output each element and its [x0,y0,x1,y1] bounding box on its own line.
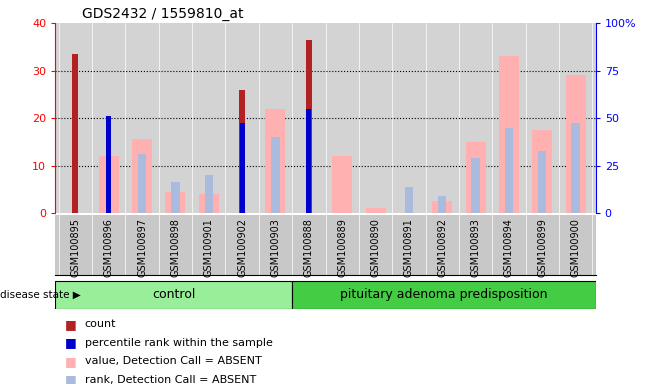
Bar [106,116,111,213]
Text: GSM100899: GSM100899 [537,218,547,277]
Bar [533,130,552,213]
Bar [465,142,486,213]
Text: GSM100897: GSM100897 [137,218,147,277]
Text: GSM100898: GSM100898 [171,218,180,277]
FancyBboxPatch shape [292,281,596,309]
Text: count: count [85,319,116,329]
Bar [199,194,219,213]
Text: GSM100903: GSM100903 [270,218,281,277]
Bar [499,56,519,213]
Bar [365,209,385,213]
Text: GSM100889: GSM100889 [337,218,347,277]
Bar [307,109,311,213]
Text: GSM100894: GSM100894 [504,218,514,277]
Bar [72,54,78,213]
Text: disease state ▶: disease state ▶ [0,290,81,300]
Bar [432,201,452,213]
Bar [138,154,146,213]
Text: GSM100892: GSM100892 [437,218,447,277]
Text: ■: ■ [65,336,77,349]
Text: GSM100893: GSM100893 [471,218,480,277]
Text: pituitary adenoma predisposition: pituitary adenoma predisposition [340,288,547,301]
Text: ■: ■ [65,318,77,331]
Text: GSM100891: GSM100891 [404,218,414,277]
Bar [538,151,546,213]
Text: GSM100901: GSM100901 [204,218,214,277]
Text: ■: ■ [65,355,77,368]
Bar [171,182,180,213]
Bar [239,89,245,213]
Bar [266,109,286,213]
Text: GDS2432 / 1559810_at: GDS2432 / 1559810_at [82,7,244,21]
Bar [405,187,413,213]
Bar [165,192,186,213]
Bar [566,75,586,213]
Text: ■: ■ [65,373,77,384]
Text: percentile rank within the sample: percentile rank within the sample [85,338,273,348]
Text: rank, Detection Call = ABSENT: rank, Detection Call = ABSENT [85,375,256,384]
Text: GSM100900: GSM100900 [571,218,581,277]
Bar [438,197,447,213]
Text: control: control [152,288,195,301]
Text: GSM100890: GSM100890 [370,218,381,277]
Bar [132,139,152,213]
Bar [471,159,480,213]
Text: GSM100888: GSM100888 [304,218,314,277]
Text: GSM100902: GSM100902 [237,218,247,277]
Bar [332,156,352,213]
Text: GSM100896: GSM100896 [104,218,114,277]
Bar [204,175,213,213]
Bar [271,137,280,213]
Text: value, Detection Call = ABSENT: value, Detection Call = ABSENT [85,356,262,366]
Bar [99,156,118,213]
Bar [306,40,312,213]
Bar [572,123,580,213]
Bar [505,127,513,213]
FancyBboxPatch shape [55,281,292,309]
Bar [240,123,245,213]
Text: GSM100895: GSM100895 [70,218,80,277]
